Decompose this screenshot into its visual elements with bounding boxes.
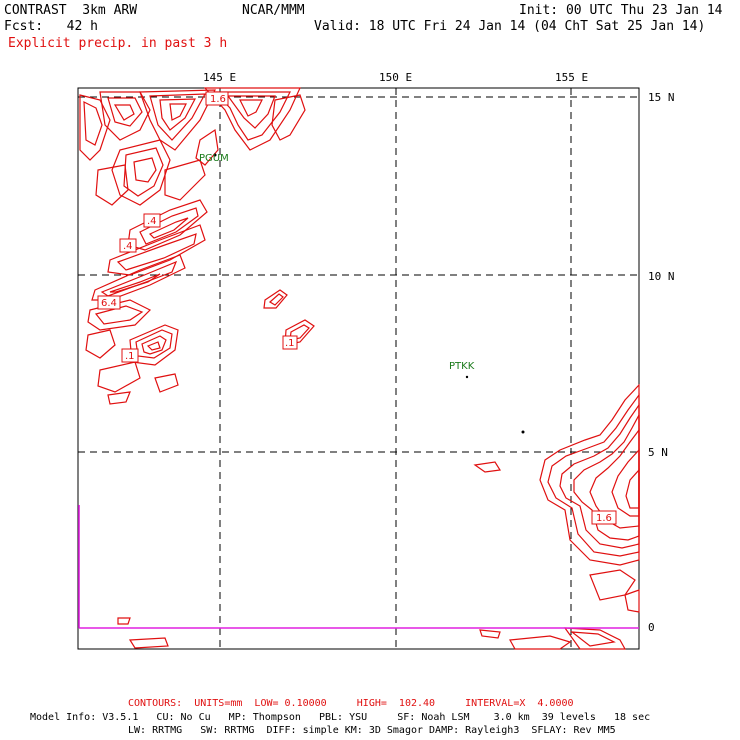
lat-label-5: 5 N [648,446,668,459]
contour-label: 1.6 [591,510,617,525]
lat-label-0: 0 [648,621,655,634]
forecast-hour: Fcst: 42 h [4,19,98,34]
contour-label: .4 [119,238,137,253]
field-title: Explicit precip. in past 3 h [8,36,228,51]
contour-label-text: .1 [285,338,295,349]
lat-label-10: 10 N [648,270,675,283]
contour-label-text: 6.4 [101,298,117,309]
valid-time: Valid: 18 UTC Fri 24 Jan 14 (04 ChT Sat … [314,19,706,34]
contour-label: 1.6 [205,91,229,106]
contour-label: .1 [121,348,139,363]
contour-label: .4 [143,213,161,228]
map-frame [77,87,640,650]
lat-label-15: 15 N [648,91,675,104]
contour-label-text: 1.6 [210,94,226,105]
contour-labels: 1.6 .4 .4 6.4 .1 .1 1.6 [97,91,617,525]
model-info: Model Info: V3.5.1 CU: No Cu MP: Thompso… [30,712,651,723]
contour-label-text: .4 [123,241,133,252]
init-time: Init: 00 UTC Thu 23 Jan 14 [519,3,723,18]
lon-label-145: 145 E [203,71,237,84]
lon-label-155: 155 E [555,71,589,84]
contour-label: .1 [282,335,298,350]
station-markers [213,153,525,434]
precip-contours [79,87,640,650]
domain-boundary [78,505,639,629]
institution-label: NCAR/MMM [242,3,305,18]
contour-label-text: .1 [125,351,135,362]
contour-label-text: 1.6 [596,513,612,524]
contour-label: 6.4 [97,295,121,310]
station-label-ptkk: PTKK [449,361,475,372]
model-info-physics: LW: RRTMG SW: RRTMG DIFF: simple KM: 3D … [128,725,616,736]
station-label-pgum: PGUM [199,153,229,164]
contour-label-text: .4 [147,216,157,227]
lon-label-150: 150 E [379,71,413,84]
lat-lon-grid [78,88,639,649]
model-title: CONTRAST 3km ARW [4,3,138,18]
contour-info: CONTOURS: UNITS=mm LOW= 0.10000 HIGH= 10… [128,698,574,709]
